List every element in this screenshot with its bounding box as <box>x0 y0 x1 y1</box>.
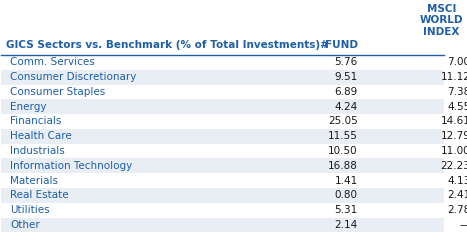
Bar <box>1 70 444 84</box>
Text: Other: Other <box>10 220 40 230</box>
Text: ––: –– <box>460 220 467 230</box>
Text: Information Technology: Information Technology <box>10 161 133 171</box>
Text: GICS Sectors vs. Benchmark (% of Total Investments)#: GICS Sectors vs. Benchmark (% of Total I… <box>6 40 329 50</box>
Text: 22.23: 22.23 <box>440 161 467 171</box>
Bar <box>1 99 444 114</box>
Text: Consumer Discretionary: Consumer Discretionary <box>10 72 137 82</box>
Text: 2.78: 2.78 <box>447 205 467 215</box>
Text: FUND: FUND <box>325 40 358 50</box>
Text: 2.14: 2.14 <box>334 220 358 230</box>
Text: 12.79: 12.79 <box>440 131 467 141</box>
Text: Comm. Services: Comm. Services <box>10 57 95 67</box>
Text: 0.80: 0.80 <box>335 190 358 200</box>
Text: Consumer Staples: Consumer Staples <box>10 87 106 97</box>
Text: 11.00: 11.00 <box>441 146 467 156</box>
Text: 16.88: 16.88 <box>328 161 358 171</box>
Text: 2.41: 2.41 <box>447 190 467 200</box>
Text: 4.55: 4.55 <box>447 102 467 112</box>
Text: 7.38: 7.38 <box>447 87 467 97</box>
Text: 1.41: 1.41 <box>334 176 358 185</box>
Text: 4.24: 4.24 <box>334 102 358 112</box>
Text: 11.12: 11.12 <box>440 72 467 82</box>
Text: 10.50: 10.50 <box>328 146 358 156</box>
Text: 9.51: 9.51 <box>334 72 358 82</box>
Bar <box>1 218 444 232</box>
Text: MSCI
WORLD
INDEX: MSCI WORLD INDEX <box>420 4 463 37</box>
Text: Utilities: Utilities <box>10 205 50 215</box>
Text: 4.13: 4.13 <box>447 176 467 185</box>
Text: 25.05: 25.05 <box>328 117 358 126</box>
Text: 11.55: 11.55 <box>328 131 358 141</box>
Text: Energy: Energy <box>10 102 47 112</box>
Text: 5.31: 5.31 <box>334 205 358 215</box>
Text: 7.00: 7.00 <box>447 57 467 67</box>
Bar <box>1 129 444 144</box>
Bar <box>1 188 444 203</box>
Text: Real Estate: Real Estate <box>10 190 69 200</box>
Text: Health Care: Health Care <box>10 131 72 141</box>
Text: 14.61: 14.61 <box>440 117 467 126</box>
Text: 6.89: 6.89 <box>334 87 358 97</box>
Text: 5.76: 5.76 <box>334 57 358 67</box>
Text: Materials: Materials <box>10 176 58 185</box>
Bar <box>1 158 444 173</box>
Text: Financials: Financials <box>10 117 62 126</box>
Text: Industrials: Industrials <box>10 146 65 156</box>
